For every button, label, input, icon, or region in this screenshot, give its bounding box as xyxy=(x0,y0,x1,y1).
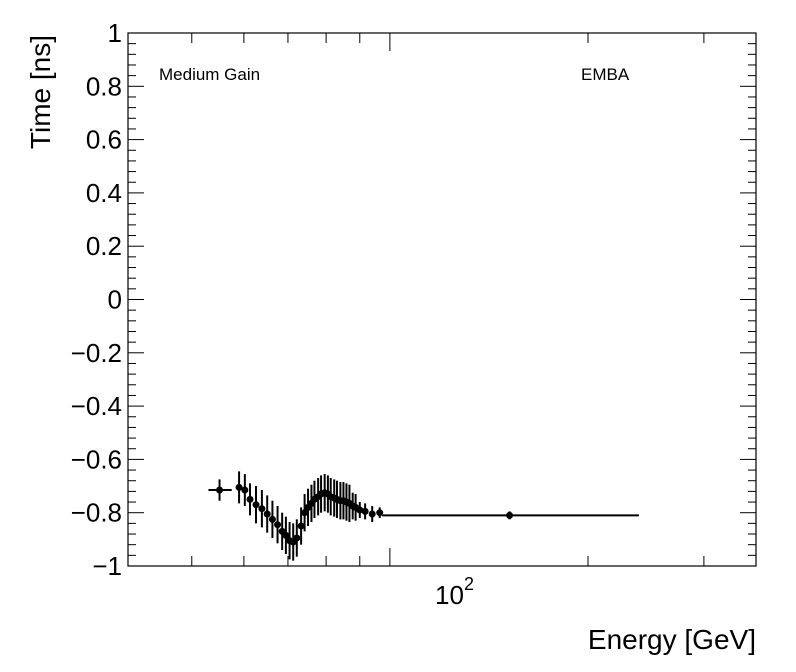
x-tick-label-base: 10 xyxy=(435,580,464,610)
data-point xyxy=(361,507,369,515)
data-point xyxy=(246,495,254,503)
data-point xyxy=(241,486,249,494)
data-point xyxy=(216,486,224,494)
y-tick-label: 0.4 xyxy=(86,178,122,208)
data-point xyxy=(268,515,276,523)
y-tick-label: 1 xyxy=(108,18,122,48)
x-axis-title: Energy [GeV] xyxy=(588,624,756,655)
x-axis-ticks xyxy=(127,33,705,566)
data-point xyxy=(282,531,290,539)
data-point xyxy=(297,522,305,530)
y-tick-label: 0 xyxy=(108,285,122,315)
annotation-region: EMBA xyxy=(581,65,630,84)
y-axis-tick-labels: 1 0.8 0.6 0.4 0.2 0 −0.2 −0.4 −0.6 −0.8 −1 xyxy=(71,18,122,581)
data-point xyxy=(252,501,260,509)
data-points xyxy=(208,471,639,561)
y-tick-label: −0.8 xyxy=(71,498,122,528)
y-tick-label: −0.6 xyxy=(71,444,122,474)
y-tick-label: 0.6 xyxy=(86,125,122,155)
y-axis-title: Time [ns] xyxy=(25,35,56,149)
y-tick-label: −0.4 xyxy=(71,391,122,421)
y-tick-label: 0.2 xyxy=(86,231,122,261)
data-point xyxy=(293,534,301,542)
x-axis-tick-labels: 10 2 xyxy=(435,574,474,610)
data-point xyxy=(376,509,384,517)
x-tick-label-exponent: 2 xyxy=(464,574,474,594)
y-tick-label: 0.8 xyxy=(86,71,122,101)
data-point xyxy=(235,483,243,491)
data-point xyxy=(368,510,376,518)
data-point xyxy=(263,510,271,518)
annotation-gain: Medium Gain xyxy=(159,65,260,84)
data-point xyxy=(506,511,514,519)
data-point xyxy=(274,521,282,529)
y-tick-label: −0.2 xyxy=(71,338,122,368)
data-point xyxy=(258,505,266,513)
data-point xyxy=(301,509,309,517)
data-point xyxy=(356,506,364,514)
y-tick-label: −1 xyxy=(92,551,122,581)
y-axis-ticks xyxy=(128,32,756,567)
